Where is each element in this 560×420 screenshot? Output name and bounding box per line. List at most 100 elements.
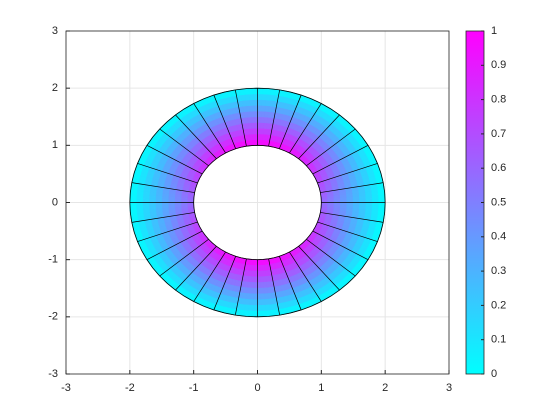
x-tick-label: 2 [382,382,388,394]
mesh-cell [260,116,265,123]
mesh-cell [253,299,258,306]
colorbar-tick-label: 0.8 [491,94,506,106]
mesh-cell [250,287,255,295]
mesh-cell [340,202,348,206]
mesh-cell [253,110,258,118]
mesh-cell [257,299,262,306]
x-tick-label: -3 [61,382,71,394]
mesh-edge [298,246,340,291]
mesh-cell [261,93,267,101]
mesh-edge [193,103,226,154]
mesh-cell [333,202,341,206]
mesh-cell [155,198,163,203]
mesh-cell [129,190,138,196]
inner-boundary [193,144,322,261]
mesh-cell [254,265,258,272]
mesh-cell [257,127,261,135]
mesh-cell [174,199,182,203]
mesh-edge [159,128,209,167]
mesh-cell [253,282,258,289]
mesh-cell [257,133,261,140]
mesh-edge [137,163,198,184]
mesh-cell [257,139,261,146]
y-tick-label: -1 [48,254,58,266]
mesh-edge [193,251,226,302]
mesh-edge [146,145,203,175]
mesh-edge [317,221,378,242]
mesh-cell [252,93,258,100]
mesh-cell [378,205,386,211]
mesh-cell [167,199,175,203]
mesh-cell [257,310,263,318]
mesh-cell [359,198,367,203]
mesh-edge [175,246,217,291]
colorbar-tick-label: 0 [491,368,497,380]
mesh-cell [249,293,255,300]
mesh-cell [252,310,258,318]
mesh-cell [346,204,354,209]
mesh-cell [327,202,335,206]
mesh-cell [261,310,267,318]
mesh-cell [352,198,360,203]
mesh-edge [268,258,281,316]
mesh-edge [298,114,340,159]
mesh-edge [312,145,369,175]
mesh-cell [378,202,386,207]
mesh-cell [265,93,271,101]
mesh-cell [257,99,262,106]
mesh-cell [129,194,137,200]
mesh [129,87,386,318]
mesh-cell [248,304,254,312]
mesh-edge [279,256,302,311]
mesh-cell [135,194,144,200]
mesh-edge [306,238,356,277]
mesh-cell [260,99,266,106]
mesh-cell [248,310,254,318]
mesh-cell [252,305,258,312]
mesh-cell [148,202,156,207]
colorbar-tick-label: 0.1 [491,334,506,346]
mesh-cell [257,110,262,118]
mesh-cell [257,116,262,123]
mesh-cell [142,198,150,203]
mesh-edge [320,182,384,193]
mesh-cell [129,202,137,207]
x-tick-label: -2 [125,382,135,394]
mesh-cell [253,99,258,106]
mesh-cell [129,198,137,203]
y-tick-label: 0 [52,196,58,208]
mesh-cell [253,116,258,123]
mesh-cell [244,304,250,312]
mesh-cell [253,105,258,112]
mesh-cell [261,87,267,95]
mesh-cell [257,122,261,129]
mesh-edge [306,128,356,167]
colorbar-tick-label: 0.5 [491,196,506,208]
mesh-cell [254,259,258,266]
mesh-cell [372,202,380,207]
mesh-cell [161,196,169,201]
mesh-cell [372,198,380,203]
mesh-edge [131,212,195,223]
mesh-edge [159,238,209,277]
mesh-cell [180,199,188,203]
mesh-cell [135,198,143,203]
mesh-edge [213,94,236,149]
x-tick-label: -1 [189,382,199,394]
mesh-cell [254,276,258,283]
colorbar-tick-label: 0.6 [491,162,506,174]
mesh-cell [359,202,367,207]
mesh-edge [317,163,378,184]
y-tick-label: -2 [48,311,58,323]
mesh-cell [257,282,262,289]
mesh-cell [260,110,265,118]
mesh-cell [257,287,262,295]
mesh-cell [352,205,360,210]
mesh-edge [268,89,281,147]
mesh-cell [254,270,258,278]
mesh-cell [142,202,150,207]
outer-boundary [129,87,386,318]
y-tick-label: -3 [48,368,58,380]
colorbar-tick-label: 0.7 [491,128,506,140]
